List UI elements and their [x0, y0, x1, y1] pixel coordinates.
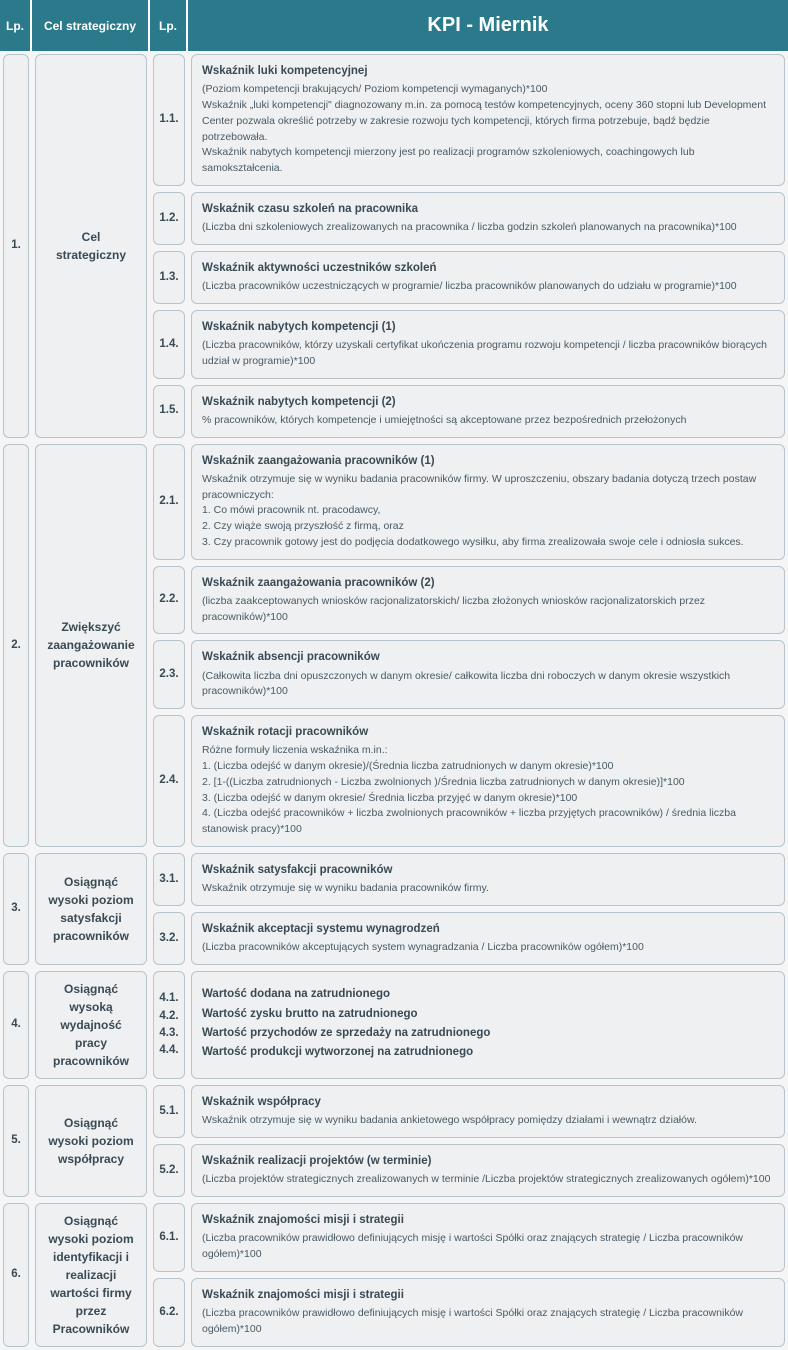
- kpi-title: Wartość produkcji wytworzonej na zatrudn…: [202, 1044, 774, 1061]
- kpi-title: Wartość zysku brutto na zatrudnionego: [202, 1006, 774, 1023]
- kpi-desc: % pracowników, których kompetencje i umi…: [202, 413, 774, 429]
- header-lp2: Lp.: [150, 0, 188, 51]
- sub-lp: 2.2.: [153, 566, 185, 635]
- kpi-desc: Wskaźnik otrzymuje się w wyniku badania …: [202, 472, 774, 551]
- kpi-title: Wartość dodana na zatrudnionego: [202, 986, 774, 1003]
- sub-lp: 1.2.: [153, 192, 185, 245]
- sub-lp: 2.3.: [153, 640, 185, 709]
- group-lp: 2.: [3, 444, 29, 847]
- sub-lp: 1.1.: [153, 54, 185, 186]
- kpi-desc: (liczba zaakceptowanych wniosków racjona…: [202, 594, 774, 626]
- sub-lp: 2.4.: [153, 715, 185, 847]
- kpi-title: Wskaźnik nabytych kompetencji (2): [202, 394, 774, 411]
- sub-lp: 1.4.: [153, 310, 185, 379]
- kpi-title: Wskaźnik znajomości misji i strategii: [202, 1287, 774, 1304]
- kpi-cell: Wskaźnik czasu szkoleń na pracownika (Lic…: [191, 192, 785, 245]
- sub-lp: 1.5.: [153, 385, 185, 438]
- kpi-desc: (Liczba projektów strategicznych zrealiz…: [202, 1172, 774, 1188]
- sub-lp: 3.1.: [153, 853, 185, 906]
- sub-lp: 6.1.: [153, 1203, 185, 1272]
- kpi-title: Wskaźnik nabytych kompetencji (1): [202, 319, 774, 336]
- header-goal: Cel strategiczny: [32, 0, 150, 51]
- kpi-title: Wskaźnik realizacji projektów (w termini…: [202, 1153, 774, 1170]
- kpi-desc: (Poziom kompetencji brakujących/ Poziom …: [202, 82, 774, 177]
- sub-lp: 2.1.: [153, 444, 185, 560]
- kpi-title: Wskaźnik zaangażowania pracowników (1): [202, 453, 774, 470]
- kpi-desc: (Liczba pracowników uczestniczących w pr…: [202, 279, 774, 295]
- kpi-cell: Wskaźnik nabytych kompetencji (2) % praco…: [191, 385, 785, 438]
- kpi-desc: Wskaźnik otrzymuje się w wyniku badania …: [202, 1113, 774, 1129]
- kpi-cell: Wskaźnik satysfakcji pracowników Wskaźnik…: [191, 853, 785, 906]
- kpi-cell: Wskaźnik absencji pracowników (Całkowita …: [191, 640, 785, 709]
- kpi-title: Wskaźnik luki kompetencyjnej: [202, 63, 774, 80]
- kpi-desc: (Liczba pracowników prawidłowo definiują…: [202, 1306, 774, 1338]
- kpi-desc: Różne formuły liczenia wskaźnika m.in.: …: [202, 743, 774, 838]
- kpi-cell: Wskaźnik akceptacji systemu wynagrodzeń (…: [191, 912, 785, 965]
- sub-lp-combined: 4.1. 4.2. 4.3. 4.4.: [153, 971, 185, 1079]
- header-lp1: Lp.: [0, 0, 32, 51]
- group-goal: Zwiększyć zaangażowanie pracowników: [35, 444, 147, 847]
- kpi-desc: (Liczba pracowników akceptujących system…: [202, 940, 774, 956]
- sub-lp: 5.2.: [153, 1144, 185, 1197]
- kpi-desc: (Liczba dni szkoleniowych zrealizowanych…: [202, 220, 774, 236]
- kpi-title: Wskaźnik czasu szkoleń na pracownika: [202, 201, 774, 218]
- kpi-cell: Wskaźnik rotacji pracowników Różne formuł…: [191, 715, 785, 847]
- group-lp: 3.: [3, 853, 29, 965]
- kpi-table: Lp. Cel strategiczny Lp. KPI - Miernik 1…: [0, 0, 788, 1350]
- kpi-cell: Wskaźnik luki kompetencyjnej (Poziom komp…: [191, 54, 785, 186]
- kpi-title: Wskaźnik znajomości misji i strategii: [202, 1212, 774, 1229]
- group-lp: 4.: [3, 971, 29, 1079]
- header-kpi: KPI - Miernik: [188, 0, 788, 51]
- kpi-cell: Wskaźnik znajomości misji i strategii (Li…: [191, 1203, 785, 1272]
- group-goal: Osiągnąć wysoki poziom współpracy: [35, 1085, 147, 1197]
- group-goal: Cel strategiczny: [35, 54, 147, 438]
- kpi-desc: (Liczba pracowników, którzy uzyskali cer…: [202, 338, 774, 370]
- kpi-desc: (Całkowita liczba dni opuszczonych w dan…: [202, 669, 774, 701]
- sub-lp: 3.2.: [153, 912, 185, 965]
- kpi-title: Wskaźnik akceptacji systemu wynagrodzeń: [202, 921, 774, 938]
- kpi-title: Wartość przychodów ze sprzedaży na zatru…: [202, 1025, 774, 1042]
- kpi-cell: Wskaźnik realizacji projektów (w termini…: [191, 1144, 785, 1197]
- kpi-cell: Wskaźnik nabytych kompetencji (1) (Liczba…: [191, 310, 785, 379]
- kpi-cell: Wskaźnik współpracy Wskaźnik otrzymuje si…: [191, 1085, 785, 1138]
- group-goal: Osiągnąć wysoki poziom satysfakcji praco…: [35, 853, 147, 965]
- kpi-title: Wskaźnik zaangażowania pracowników (2): [202, 575, 774, 592]
- kpi-desc: (Liczba pracowników prawidłowo definiują…: [202, 1231, 774, 1263]
- kpi-title: Wskaźnik współpracy: [202, 1094, 774, 1111]
- kpi-desc: Wskaźnik otrzymuje się w wyniku badania …: [202, 881, 774, 897]
- sub-lp: 5.1.: [153, 1085, 185, 1138]
- group-goal: Osiągnąć wysoki poziom identyfikacji i r…: [35, 1203, 147, 1347]
- sub-lp: 6.2.: [153, 1278, 185, 1347]
- kpi-cell: Wskaźnik zaangażowania pracowników (2) (l…: [191, 566, 785, 635]
- kpi-title: Wskaźnik aktywności uczestników szkoleń: [202, 260, 774, 277]
- kpi-cell-combined: Wartość dodana na zatrudnionego Wartość z…: [191, 971, 785, 1079]
- kpi-cell: Wskaźnik aktywności uczestników szkoleń (…: [191, 251, 785, 304]
- kpi-title: Wskaźnik satysfakcji pracowników: [202, 862, 774, 879]
- kpi-title: Wskaźnik rotacji pracowników: [202, 724, 774, 741]
- sub-lp: 1.3.: [153, 251, 185, 304]
- kpi-cell: Wskaźnik znajomości misji i strategii (Li…: [191, 1278, 785, 1347]
- kpi-cell: Wskaźnik zaangażowania pracowników (1) Ws…: [191, 444, 785, 560]
- group-goal: Osiągnąć wysoką wydajność pracy pracowni…: [35, 971, 147, 1079]
- group-lp: 6.: [3, 1203, 29, 1347]
- group-lp: 5.: [3, 1085, 29, 1197]
- group-lp: 1.: [3, 54, 29, 438]
- kpi-title: Wskaźnik absencji pracowników: [202, 649, 774, 666]
